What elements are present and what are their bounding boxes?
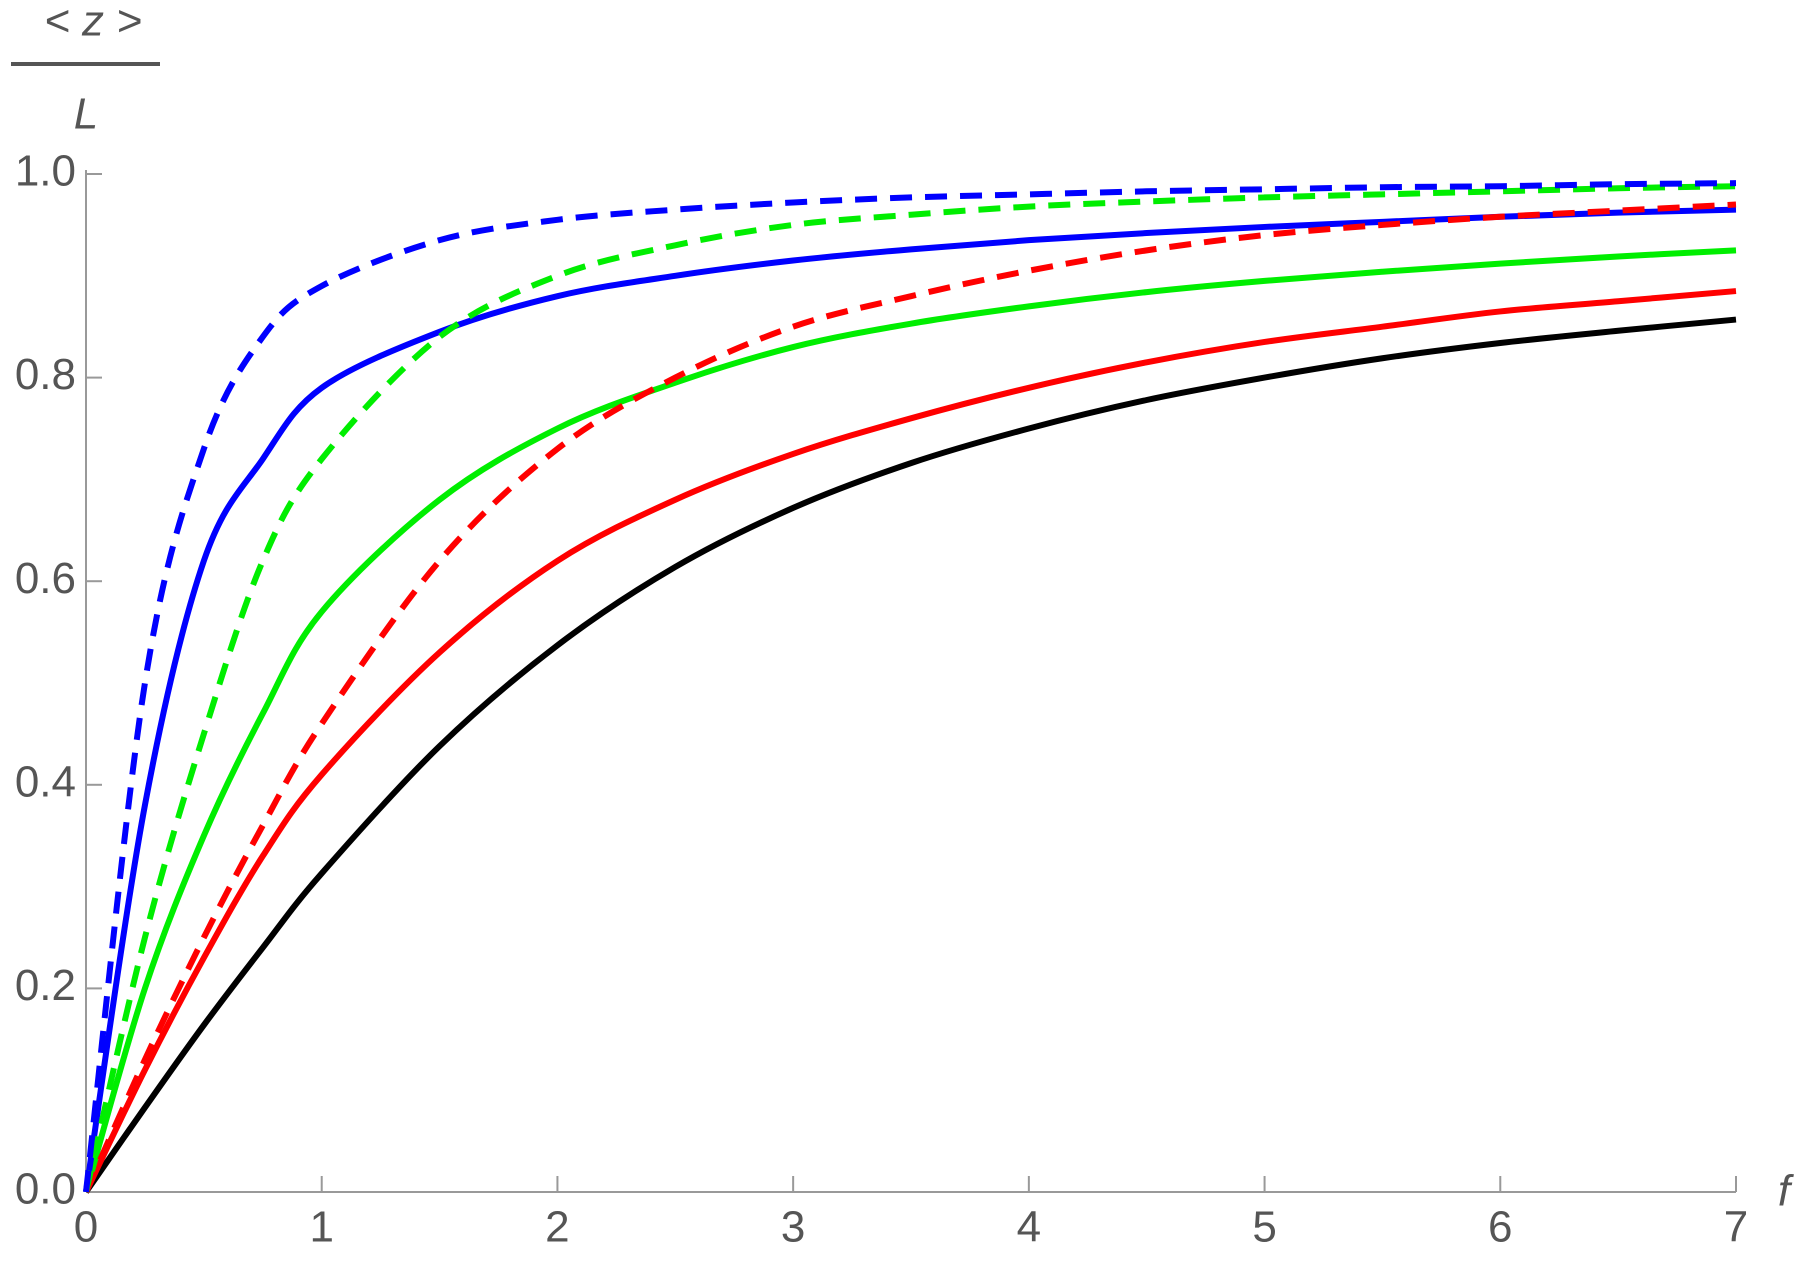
series-line (83, 288, 1737, 1194)
series-line (83, 201, 1737, 1194)
series-line (83, 180, 1737, 1193)
series-line (83, 183, 1737, 1193)
x-label: f (1778, 1167, 1795, 1216)
y-tick-label: 0.8 (15, 350, 76, 399)
x-tick-label: 6 (1488, 1203, 1512, 1252)
x-tick-label: 4 (1017, 1203, 1041, 1252)
y-tick-label: 1.0 (15, 147, 76, 196)
series-line (83, 206, 1737, 1193)
x-tick-label: 3 (781, 1203, 805, 1252)
x-tick-label: 0 (74, 1203, 98, 1252)
x-tick-label: 7 (1724, 1203, 1748, 1252)
y-tick-label: 0.0 (15, 1165, 76, 1214)
series-line (83, 316, 1737, 1194)
y-tick-label: 0.6 (15, 554, 76, 603)
y-tick-label: 0.4 (15, 757, 76, 806)
y-tick-label: 0.2 (15, 961, 76, 1010)
x-tick-label: 2 (545, 1203, 569, 1252)
x-tick-label: 5 (1252, 1203, 1276, 1252)
y-label-numerator: < z > (44, 0, 142, 46)
series-line (83, 247, 1737, 1193)
y-label-denominator: L (74, 90, 98, 139)
x-tick-label: 1 (309, 1203, 333, 1252)
